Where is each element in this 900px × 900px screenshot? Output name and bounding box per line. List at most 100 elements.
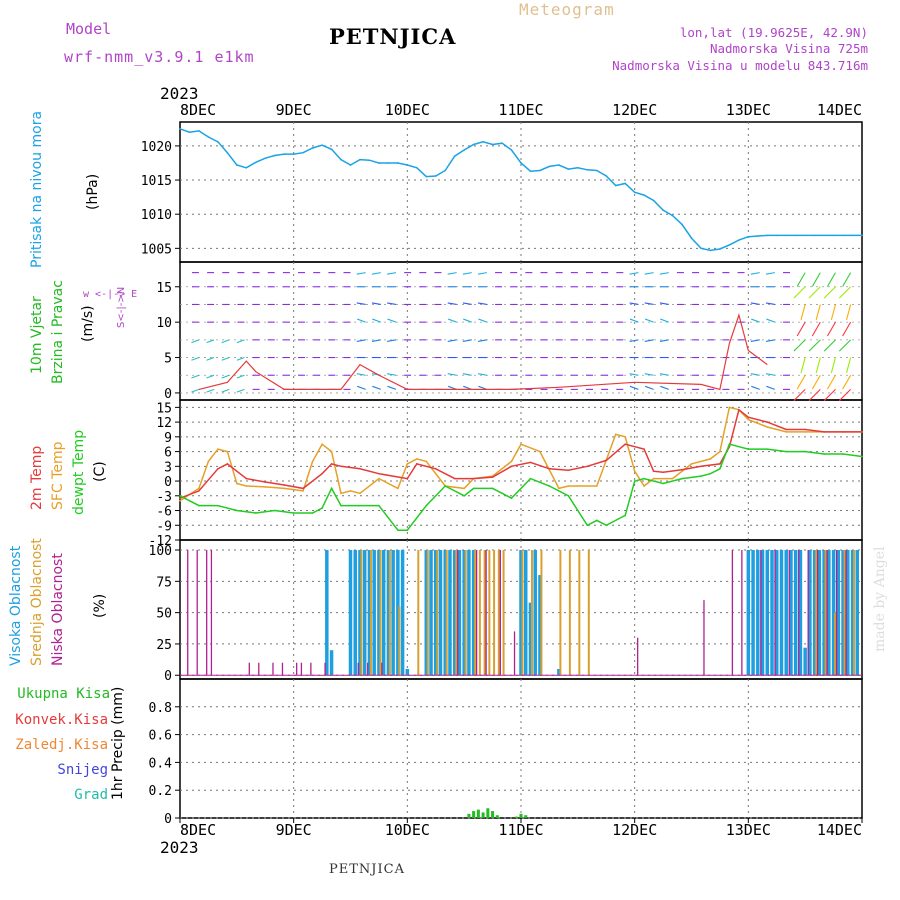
wind-arrow xyxy=(838,388,852,402)
cloud-bar xyxy=(845,550,847,676)
cloud-bar xyxy=(770,550,774,676)
pressure-series-point xyxy=(510,149,513,151)
cloud-ytick-label: 100 xyxy=(149,544,172,559)
wind-compass-ew: w <-|-> E xyxy=(83,289,138,300)
pressure-series-point xyxy=(311,147,314,149)
cloud-bar xyxy=(731,550,734,676)
cloud-bar xyxy=(448,550,452,676)
cloud-bar xyxy=(210,550,213,676)
cloud-bar xyxy=(310,662,312,676)
cloud-bar xyxy=(798,550,803,676)
cloud-bar xyxy=(538,575,542,676)
cloud-bar xyxy=(417,550,420,676)
pressure-series-point xyxy=(425,175,428,178)
wind-arrow xyxy=(659,339,669,342)
top-day-label: 8DEC xyxy=(180,101,216,119)
wind-arrow xyxy=(371,272,381,275)
legend-total-rain: Ukupna Kisa xyxy=(17,686,110,702)
dewpoint-series-point xyxy=(292,512,295,514)
cloud-bar xyxy=(388,550,391,676)
wind-arrow xyxy=(629,302,639,306)
temp-2m-series-point xyxy=(359,467,361,470)
pressure-series-point xyxy=(775,234,778,237)
temp-2m-series-point xyxy=(378,472,380,475)
wind-arrow xyxy=(477,272,487,275)
cloud-bar xyxy=(367,550,372,676)
cloud-bar xyxy=(398,606,401,676)
cloud-bar xyxy=(499,550,501,676)
precip-bar xyxy=(486,808,490,818)
wind-panel-title-1: 10m Vjetar xyxy=(29,296,45,374)
wind-arrow xyxy=(765,272,775,275)
legend-hail: Grad xyxy=(74,787,108,803)
cloud-bar xyxy=(474,550,477,676)
dewpoint-series-point xyxy=(529,477,532,480)
dewpoint-series-point xyxy=(586,524,589,527)
pressure-series-point xyxy=(652,199,655,202)
wind-arrow xyxy=(800,304,806,321)
pressure-series-point xyxy=(254,161,257,164)
sfc-temp-series-point xyxy=(463,487,465,490)
sfc-temp-series-point xyxy=(747,418,750,421)
dewpoint-series-point xyxy=(700,475,702,477)
temp-2m-series-point xyxy=(586,465,589,468)
wind-arrow xyxy=(447,272,457,275)
wind-arrow xyxy=(629,339,639,342)
pressure-series-point xyxy=(273,154,276,157)
sfc-temp-series-point xyxy=(577,485,579,487)
cloud-bar xyxy=(775,550,779,676)
cloud-bar xyxy=(812,550,817,676)
dewpoint-series-point xyxy=(510,497,513,500)
bottom-day-label: 12DEC xyxy=(612,821,657,839)
pressure-series-point xyxy=(738,239,740,241)
cloud-bar xyxy=(187,550,189,676)
temp-2m-series-point xyxy=(264,481,267,483)
dewpoint-series-point xyxy=(624,514,626,517)
wind-arrow xyxy=(356,339,366,342)
wind-arrow xyxy=(221,388,230,393)
cloud-bar xyxy=(846,550,850,676)
sfc-temp-series-point xyxy=(349,490,352,492)
wind-arrow xyxy=(830,304,837,321)
bottom-day-label: 11DEC xyxy=(498,821,543,839)
top-day-label: 9DEC xyxy=(276,101,312,119)
wind-arrow xyxy=(659,302,669,306)
cloud-bar xyxy=(765,550,770,676)
dewpoint-series-point xyxy=(728,443,731,446)
precip-bar xyxy=(519,813,523,818)
wind-arrow xyxy=(808,388,821,402)
sfc-temp-series-point xyxy=(652,477,655,480)
pressure-series-point xyxy=(472,143,475,146)
wind-arrow xyxy=(800,357,806,374)
pressure-ytick-label: 1020 xyxy=(141,140,172,155)
dewpoint-series-point xyxy=(842,453,844,455)
cloud-bar xyxy=(756,550,760,676)
cloud-bar xyxy=(471,550,476,676)
wind-arrow xyxy=(750,302,760,306)
temp-2m-series-point xyxy=(302,487,304,490)
cloud-bar xyxy=(462,550,466,676)
wind-arrow xyxy=(477,302,487,306)
cloud-bar xyxy=(493,550,496,676)
footer-station: PETNJICA xyxy=(329,862,405,877)
sfc-temp-series-point xyxy=(567,485,570,487)
dewpoint-series-point xyxy=(330,487,333,490)
cloud-bar xyxy=(568,550,571,676)
pressure-series-point xyxy=(434,175,437,177)
cloud-bar xyxy=(436,550,439,676)
wind-arrow xyxy=(221,374,230,379)
dewpoint-series-point xyxy=(662,482,664,485)
dewpoint-series-point xyxy=(321,507,323,509)
cloud-bar xyxy=(523,550,528,676)
temp-2m-series-point xyxy=(340,465,342,468)
sfc-temp-series-point xyxy=(340,492,342,495)
wind-arrow xyxy=(629,272,639,275)
wind-arrow xyxy=(236,388,245,393)
precip-bar xyxy=(514,816,518,818)
cloud-bar xyxy=(405,668,410,676)
dewpoint-series-point xyxy=(311,512,314,514)
wind-arrow xyxy=(842,374,852,390)
cloud-bar xyxy=(281,662,284,676)
wind-arrow xyxy=(765,302,775,306)
bottom-day-label: 14DEC xyxy=(817,821,862,839)
